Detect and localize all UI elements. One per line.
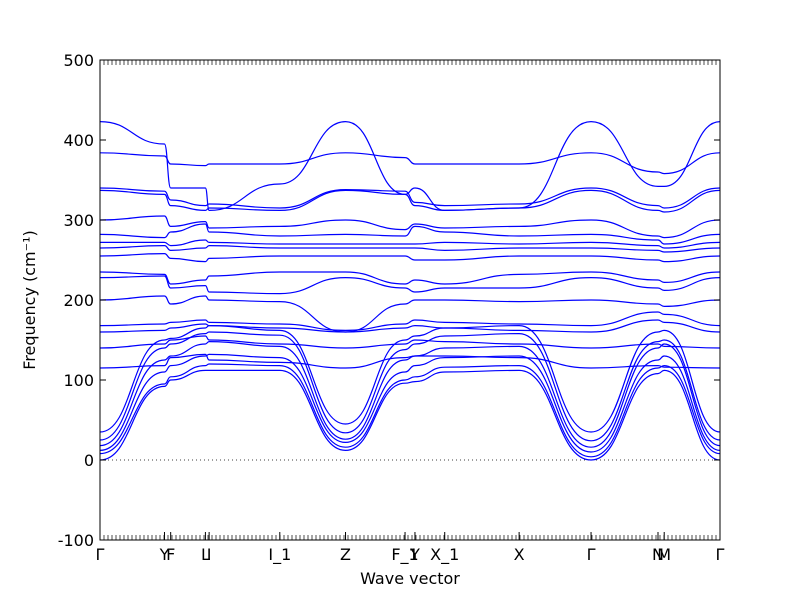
x-tick-label: N xyxy=(652,545,664,564)
y-tick-label: 200 xyxy=(63,291,94,310)
x-tick-label: X_1 xyxy=(430,545,459,565)
phonon-band-15 xyxy=(99,244,721,253)
phonon-band-18 xyxy=(99,215,721,239)
phonon-band-7 xyxy=(99,353,721,369)
x-tick-label: Γ xyxy=(587,545,596,564)
x-tick-label: L xyxy=(201,545,210,564)
x-tick-label: F_1 xyxy=(391,545,418,565)
x-tick-label: Z xyxy=(340,545,351,564)
y-axis-label: Frequency (cm⁻¹) xyxy=(20,230,39,369)
plot-area xyxy=(99,59,721,541)
x-tick-label: Y xyxy=(409,545,420,564)
y-tick-label: 300 xyxy=(63,211,94,230)
phonon-band-20 xyxy=(99,187,721,209)
phonon-band-6 xyxy=(99,324,721,433)
phonon-band-22 xyxy=(99,120,721,212)
phonon-band-10 xyxy=(99,311,721,332)
phonon-band-8 xyxy=(99,335,721,349)
phonon-band-4 xyxy=(99,340,721,448)
phonon-band-11 xyxy=(99,295,721,333)
x-tick-label: Γ xyxy=(716,545,725,564)
y-tick-label: 400 xyxy=(63,131,94,150)
phonon-band-13 xyxy=(99,271,721,285)
phonon-band-3 xyxy=(99,353,721,453)
phonon-band-19 xyxy=(99,189,721,213)
y-tick-label: -100 xyxy=(58,531,94,550)
y-tick-label: 0 xyxy=(84,451,94,470)
phonon-band-2 xyxy=(99,363,721,458)
x-tick-label: Γ xyxy=(96,545,105,564)
x-tick-label: I_1 xyxy=(268,545,291,565)
y-axis: -100 0 100 200 300 400 500 xyxy=(58,51,720,550)
plot-frame xyxy=(99,59,721,541)
phonon-band-9 xyxy=(99,319,721,333)
x-tick-label: M xyxy=(657,545,671,564)
y-tick-label: 500 xyxy=(63,51,94,70)
phonon-band-12 xyxy=(99,275,721,295)
x-axis: Γ YF LI I_1 Z F_1Y X_1 X Γ NM Γ xyxy=(96,60,725,565)
phonon-band-5 xyxy=(99,331,721,442)
x-tick-label: F xyxy=(166,545,175,564)
x-axis-label: Wave vector xyxy=(360,569,460,588)
y-tick-label: 100 xyxy=(63,371,94,390)
x-tick-label: Y xyxy=(159,545,170,564)
phonon-band-16 xyxy=(99,239,721,249)
phonon-band-17 xyxy=(99,223,721,245)
phonon-band-14 xyxy=(99,252,721,263)
x-tick-label: I xyxy=(207,545,212,564)
phonon-band-21 xyxy=(99,152,721,175)
phonon-band-1 xyxy=(99,369,721,461)
x-tick-label: X xyxy=(514,545,525,564)
